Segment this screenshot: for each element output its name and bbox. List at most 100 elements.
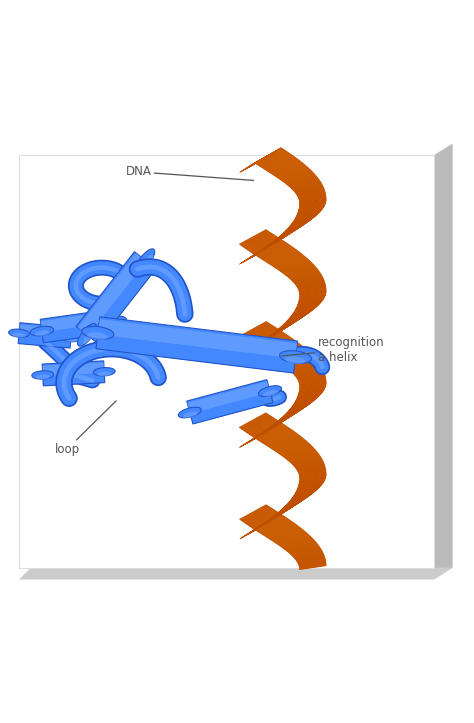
- Polygon shape: [298, 282, 325, 289]
- Polygon shape: [260, 510, 288, 526]
- Polygon shape: [300, 381, 326, 385]
- Polygon shape: [257, 515, 284, 531]
- Polygon shape: [211, 465, 238, 472]
- Polygon shape: [265, 507, 292, 523]
- Polygon shape: [268, 157, 295, 172]
- Polygon shape: [225, 170, 252, 183]
- Polygon shape: [257, 329, 284, 345]
- Polygon shape: [283, 260, 310, 273]
- Polygon shape: [300, 562, 326, 568]
- Polygon shape: [218, 177, 245, 188]
- Polygon shape: [235, 502, 263, 516]
- Polygon shape: [254, 513, 281, 529]
- Polygon shape: [210, 384, 236, 389]
- Polygon shape: [234, 501, 261, 515]
- Polygon shape: [299, 295, 326, 301]
- Polygon shape: [257, 512, 284, 528]
- Polygon shape: [246, 325, 273, 341]
- Polygon shape: [210, 200, 236, 205]
- Polygon shape: [281, 314, 308, 327]
- Polygon shape: [289, 359, 316, 370]
- Polygon shape: [292, 396, 319, 407]
- Polygon shape: [214, 301, 241, 311]
- Polygon shape: [296, 300, 323, 309]
- Polygon shape: [274, 409, 301, 424]
- Polygon shape: [243, 507, 270, 522]
- Polygon shape: [211, 189, 238, 196]
- Polygon shape: [210, 471, 236, 476]
- Polygon shape: [273, 411, 300, 425]
- Polygon shape: [210, 472, 236, 477]
- Polygon shape: [242, 155, 269, 171]
- Polygon shape: [216, 395, 243, 406]
- Polygon shape: [263, 416, 290, 432]
- Polygon shape: [232, 438, 259, 452]
- Polygon shape: [250, 425, 278, 440]
- Polygon shape: [229, 315, 256, 328]
- Ellipse shape: [61, 333, 82, 342]
- Polygon shape: [434, 143, 453, 580]
- Polygon shape: [295, 392, 322, 401]
- Polygon shape: [273, 528, 301, 542]
- Polygon shape: [247, 244, 274, 260]
- Polygon shape: [227, 442, 254, 456]
- Polygon shape: [265, 155, 293, 171]
- Polygon shape: [210, 476, 237, 482]
- Polygon shape: [232, 500, 260, 514]
- Polygon shape: [287, 217, 314, 229]
- Polygon shape: [210, 380, 236, 385]
- Polygon shape: [237, 503, 264, 518]
- Polygon shape: [269, 341, 297, 356]
- Polygon shape: [216, 547, 243, 557]
- Polygon shape: [210, 196, 236, 201]
- Polygon shape: [299, 201, 326, 207]
- Polygon shape: [300, 384, 326, 389]
- Polygon shape: [240, 158, 267, 172]
- Polygon shape: [289, 266, 316, 278]
- Polygon shape: [264, 246, 292, 261]
- Polygon shape: [299, 286, 326, 291]
- Polygon shape: [226, 536, 253, 549]
- Polygon shape: [235, 436, 262, 450]
- Polygon shape: [219, 490, 246, 502]
- Polygon shape: [277, 316, 304, 330]
- Polygon shape: [229, 349, 256, 363]
- Polygon shape: [270, 525, 297, 540]
- Polygon shape: [266, 431, 294, 446]
- Polygon shape: [217, 362, 244, 372]
- Polygon shape: [280, 441, 307, 455]
- Polygon shape: [210, 290, 236, 294]
- Polygon shape: [290, 398, 317, 409]
- Polygon shape: [210, 387, 237, 394]
- Polygon shape: [210, 377, 237, 383]
- Polygon shape: [267, 523, 294, 538]
- Polygon shape: [237, 526, 265, 540]
- Polygon shape: [234, 317, 261, 332]
- Polygon shape: [214, 302, 241, 312]
- Polygon shape: [260, 327, 288, 343]
- Polygon shape: [210, 295, 237, 301]
- Polygon shape: [224, 536, 251, 549]
- Polygon shape: [228, 406, 256, 419]
- Polygon shape: [273, 160, 300, 175]
- Polygon shape: [243, 415, 270, 431]
- Polygon shape: [284, 403, 311, 416]
- Polygon shape: [268, 432, 295, 447]
- Polygon shape: [293, 395, 320, 405]
- Polygon shape: [214, 484, 241, 494]
- Polygon shape: [299, 466, 325, 474]
- Polygon shape: [223, 171, 250, 184]
- Polygon shape: [297, 462, 323, 470]
- Polygon shape: [285, 354, 312, 367]
- Polygon shape: [234, 436, 262, 451]
- Polygon shape: [220, 399, 247, 411]
- Polygon shape: [219, 360, 246, 371]
- Polygon shape: [295, 275, 322, 285]
- Polygon shape: [297, 189, 324, 196]
- Polygon shape: [282, 496, 309, 510]
- Polygon shape: [211, 557, 237, 564]
- Polygon shape: [216, 181, 243, 191]
- Polygon shape: [282, 351, 309, 364]
- Polygon shape: [260, 427, 288, 442]
- Polygon shape: [240, 249, 267, 264]
